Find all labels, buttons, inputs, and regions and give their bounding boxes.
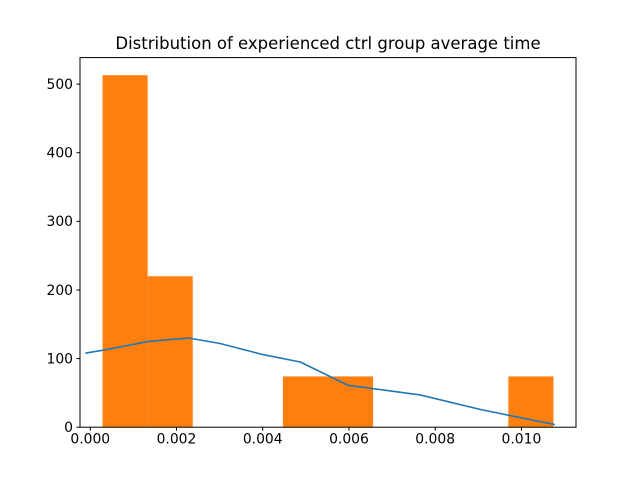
chart-title: Distribution of experienced ctrl group a… bbox=[115, 34, 540, 53]
histogram-bar bbox=[508, 376, 554, 428]
y-tick-label: 0 bbox=[64, 420, 73, 436]
fit-line bbox=[85, 337, 555, 426]
y-tick-label: 400 bbox=[46, 146, 73, 162]
y-tick-label: 200 bbox=[46, 283, 73, 299]
y-tick-label: 100 bbox=[46, 351, 73, 367]
histogram-bars-layer bbox=[102, 75, 554, 428]
x-tick-label: 0.006 bbox=[329, 432, 369, 448]
y-tick-label: 300 bbox=[46, 214, 73, 230]
x-tick-label: 0.008 bbox=[415, 432, 455, 448]
histogram-bar bbox=[102, 75, 148, 428]
axes-layer: 0.000 0.002 0.004 0.006 0.008 0.010 0 100 200 300… bbox=[46, 57, 577, 448]
histogram-bar bbox=[147, 276, 193, 428]
x-tick-label: 0.010 bbox=[502, 432, 542, 448]
histogram-bar bbox=[282, 376, 328, 428]
x-tick-label: 0.000 bbox=[70, 432, 110, 448]
fit-line-layer bbox=[85, 337, 555, 426]
y-tick-label: 500 bbox=[46, 77, 73, 93]
axes-frame bbox=[79, 57, 577, 428]
histogram-bar bbox=[328, 376, 374, 428]
x-tick-label: 0.002 bbox=[157, 432, 197, 448]
x-tick-label: 0.004 bbox=[243, 432, 283, 448]
